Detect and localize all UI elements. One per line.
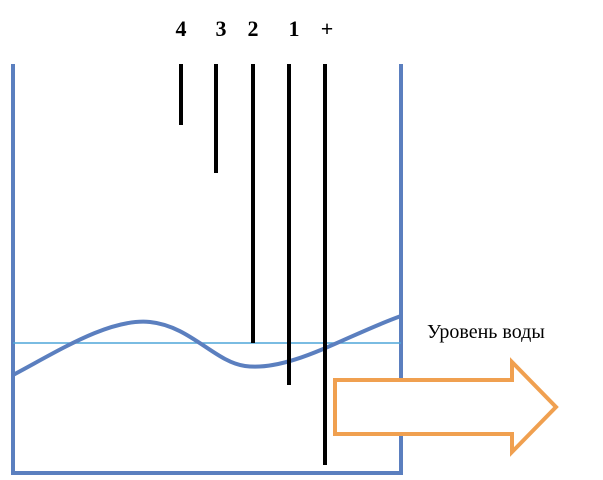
electrode-label-3: 3 xyxy=(216,16,227,41)
electrode-label-plus: + xyxy=(321,16,334,41)
electrode-label-4: 4 xyxy=(176,16,187,41)
water-level-label: Уровень воды xyxy=(427,321,545,343)
output-arrow xyxy=(333,357,559,457)
electrode-label-1: 1 xyxy=(289,16,300,41)
water-surface-wave xyxy=(12,314,402,377)
electrode-label-2: 2 xyxy=(248,16,259,41)
tank-outline xyxy=(11,64,403,475)
